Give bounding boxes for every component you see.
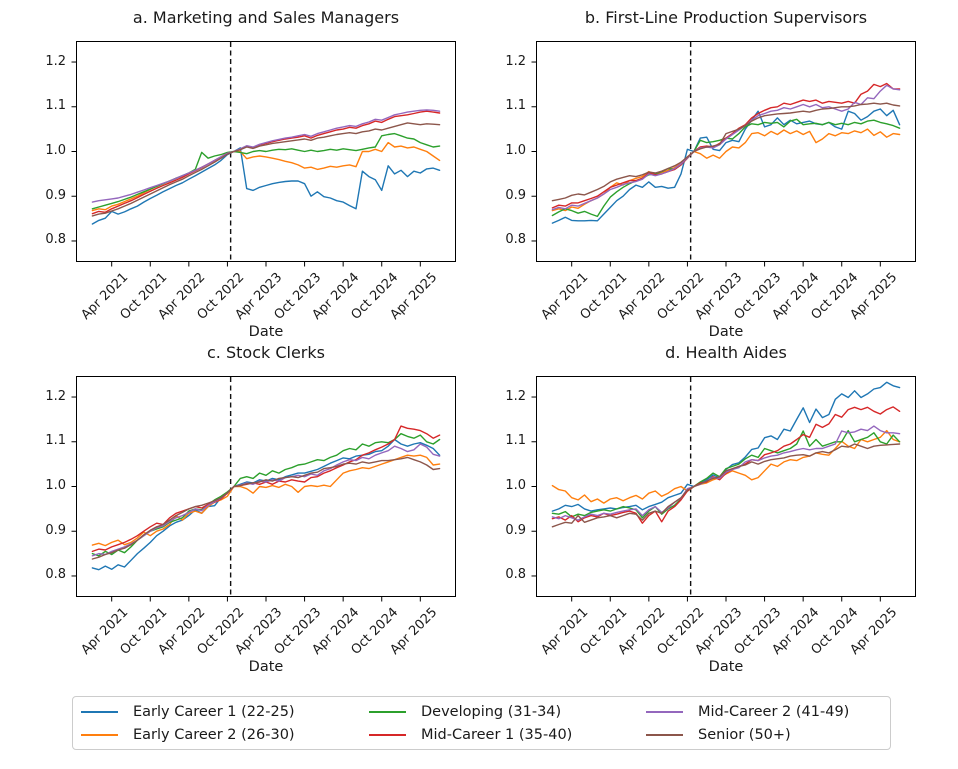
series-line-mid-career-1-35-40 [551, 82, 901, 209]
series-line-mid-career-2-41-49 [91, 109, 441, 203]
series-line-developing-31-34 [91, 433, 441, 557]
panel-c-plot-area [71, 376, 456, 602]
legend-label: Mid-Career 2 (41-49) [698, 703, 850, 720]
legend-label: Developing (31-34) [421, 703, 562, 720]
series-line-developing-31-34 [91, 132, 441, 210]
panel-c-title: c. Stock Clerks [207, 343, 325, 362]
legend-item-mid-career-2: Mid-Career 2 (41-49) [646, 701, 892, 723]
y-tick-label: 1.2 [45, 53, 66, 69]
series-line-early-career-1-22-25 [91, 438, 441, 571]
series-line-early-career-2-26-30 [91, 141, 441, 212]
developing-line-swatch [369, 710, 406, 713]
y-tick-label: 1.1 [505, 433, 526, 449]
panel-d-plot-area [531, 376, 916, 602]
series-line-early-career-2-26-30 [551, 429, 901, 504]
y-tick-label: 1.2 [505, 388, 526, 404]
panel-c-xaxis-label: Date [248, 659, 284, 675]
early-career-2-line-swatch [81, 733, 118, 736]
series-line-early-career-1-22-25 [91, 147, 441, 225]
plot-spines [76, 41, 456, 262]
panel-a-title: a. Marketing and Sales Managers [132, 8, 400, 27]
series-line-senior-50 [551, 102, 901, 202]
y-tick-label: 1.2 [45, 388, 66, 404]
series-line-early-career-2-26-30 [91, 454, 441, 547]
legend-item-early-career-1: Early Career 1 (22-25) [81, 701, 369, 723]
y-tick-label: 0.8 [45, 232, 66, 248]
y-tick-label: 0.8 [505, 567, 526, 583]
series-line-mid-career-1-35-40 [91, 110, 441, 215]
series-line-senior-50 [91, 122, 441, 217]
legend: Early Career 1 (22-25) Early Career 2 (2… [72, 696, 891, 750]
panel-b-title: b. First-Line Production Supervisors [584, 8, 868, 27]
plot-spines [76, 376, 456, 597]
plot-spines [536, 376, 916, 597]
legend-label: Mid-Career 1 (35-40) [421, 726, 573, 743]
series-line-developing-31-34 [551, 429, 901, 519]
y-tick-label: 1.0 [45, 143, 66, 158]
senior-line-swatch [646, 733, 683, 736]
panel-a-xaxis-label: Date [248, 324, 284, 340]
legend-item-developing: Developing (31-34) [369, 701, 646, 723]
panel-b-plot-area [531, 41, 916, 267]
legend-label: Early Career 2 (26-30) [133, 726, 295, 743]
y-tick-label: 0.9 [45, 522, 66, 538]
y-tick-label: 1.1 [45, 433, 66, 449]
y-tick-label: 0.8 [505, 232, 526, 248]
y-tick-label: 0.9 [505, 187, 526, 203]
y-tick-label: 1.2 [505, 53, 526, 69]
y-tick-label: 1.0 [505, 143, 526, 158]
mid-career-2-line-swatch [646, 710, 683, 713]
series-line-mid-career-2-41-49 [551, 84, 901, 211]
series-line-senior-50 [91, 456, 441, 560]
panel-b-xaxis-label: Date [708, 324, 744, 340]
panel-d-xaxis-label: Date [708, 659, 744, 675]
legend-label: Early Career 1 (22-25) [133, 703, 295, 720]
y-tick-label: 1.1 [45, 98, 66, 114]
plot-spines [536, 41, 916, 262]
y-tick-label: 1.1 [505, 98, 526, 114]
y-tick-label: 1.0 [505, 478, 526, 493]
series-line-mid-career-1-35-40 [551, 406, 901, 524]
panel-a-plot-area [71, 41, 456, 267]
legend-item-early-career-2: Early Career 2 (26-30) [81, 724, 369, 746]
mid-career-1-line-swatch [369, 733, 406, 736]
series-line-early-career-2-26-30 [551, 128, 901, 212]
series-line-mid-career-2-41-49 [91, 443, 441, 557]
y-tick-label: 1.0 [45, 478, 66, 493]
y-tick-label: 0.9 [505, 522, 526, 538]
y-tick-label: 0.9 [45, 187, 66, 203]
y-tick-label: 0.8 [45, 567, 66, 583]
legend-item-senior: Senior (50+) [646, 724, 892, 746]
series-line-early-career-1-22-25 [551, 108, 901, 224]
legend-item-mid-career-1: Mid-Career 1 (35-40) [369, 724, 646, 746]
series-line-mid-career-2-41-49 [551, 425, 901, 521]
legend-label: Senior (50+) [698, 726, 791, 743]
series-line-senior-50 [551, 443, 901, 528]
panel-d-title: d. Health Aides [665, 343, 787, 362]
early-career-1-line-swatch [81, 710, 118, 713]
